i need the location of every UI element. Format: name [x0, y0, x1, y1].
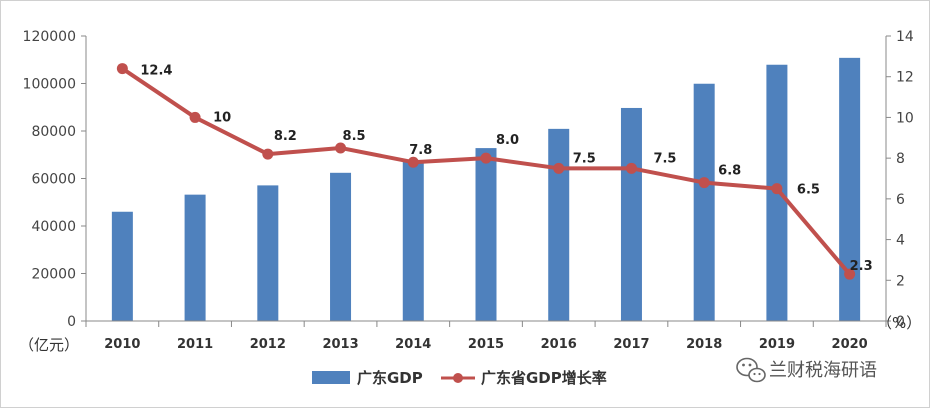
right-tick-label: 8 — [896, 151, 905, 167]
left-axis-unit: （亿元） — [19, 336, 79, 354]
bar-2013 — [330, 172, 352, 321]
x-tick-label-2014: 2014 — [395, 337, 431, 352]
bar-2017 — [620, 107, 642, 322]
x-tick-label-2016: 2016 — [541, 337, 577, 352]
right-tick-label: 6 — [896, 192, 905, 208]
legend-line-marker — [453, 373, 463, 383]
legend-bar-swatch — [312, 371, 350, 384]
data-label-2013: 8.5 — [343, 129, 366, 144]
data-label-2017: 7.5 — [653, 151, 676, 166]
right-tick-label: 0 — [896, 314, 905, 330]
x-tick-label-2018: 2018 — [686, 337, 722, 352]
right-tick-label: 2 — [896, 273, 905, 289]
x-tick-label-2015: 2015 — [468, 337, 504, 352]
data-label-2010: 12.4 — [140, 64, 172, 79]
growth-point-2013 — [335, 142, 347, 154]
growth-point-2019 — [771, 183, 783, 195]
watermark: 兰财税海研语 — [736, 357, 877, 383]
x-tick-label-2010: 2010 — [104, 337, 140, 352]
x-tick-label-2019: 2019 — [759, 337, 795, 352]
bar-2020 — [839, 57, 861, 321]
bar-2012 — [257, 185, 279, 321]
right-tick-label: 12 — [896, 70, 914, 86]
right-axis-unit: （%） — [877, 314, 921, 332]
right-tick-label: 14 — [896, 29, 914, 45]
data-label-2018: 6.8 — [718, 164, 741, 179]
data-label-2020: 2.3 — [850, 259, 873, 274]
watermark-text: 兰财税海研语 — [769, 360, 877, 381]
left-tick-label: 80000 — [31, 124, 76, 140]
wechat-icon — [736, 357, 766, 383]
x-tick-label-2011: 2011 — [177, 337, 213, 352]
data-label-2015: 8.0 — [496, 133, 519, 148]
legend-line-label: 广东省GDP增长率 — [481, 369, 607, 387]
left-tick-label: 40000 — [31, 219, 76, 235]
data-label-2011: 10 — [213, 110, 231, 125]
growth-point-2010 — [116, 63, 128, 75]
x-tick-label-2012: 2012 — [250, 337, 286, 352]
left-tick-label: 0 — [67, 314, 76, 330]
growth-point-2011 — [189, 111, 201, 123]
growth-point-2018 — [698, 177, 710, 189]
left-tick-label: 20000 — [31, 267, 76, 283]
bar-2015 — [475, 148, 497, 321]
growth-point-2014 — [407, 156, 419, 168]
bar-2011 — [184, 194, 206, 321]
legend: 广东GDP 广东省GDP增长率 — [312, 369, 607, 387]
right-tick-label: 10 — [896, 110, 914, 126]
bar-2014 — [402, 159, 424, 321]
data-label-2014: 7.8 — [409, 143, 432, 158]
left-tick-label: 60000 — [31, 172, 76, 188]
growth-point-2012 — [262, 148, 274, 160]
legend-bar-label: 广东GDP — [357, 369, 423, 387]
data-label-2019: 6.5 — [797, 183, 820, 198]
x-tick-label-2020: 2020 — [832, 337, 868, 352]
growth-point-2020 — [844, 268, 856, 280]
data-label-2016: 7.5 — [573, 151, 596, 166]
right-tick-label: 4 — [896, 233, 905, 249]
left-tick-label: 100000 — [23, 77, 76, 93]
data-label-2012: 8.2 — [274, 129, 297, 144]
bar-2018 — [693, 83, 715, 321]
x-tick-label-2013: 2013 — [322, 337, 358, 352]
bar-2010 — [111, 211, 133, 321]
x-tick-label-2017: 2017 — [613, 337, 649, 352]
growth-point-2017 — [625, 162, 637, 174]
growth-point-2016 — [553, 162, 565, 174]
growth-point-2015 — [480, 152, 492, 164]
left-tick-label: 120000 — [23, 29, 76, 45]
bar-2016 — [548, 128, 570, 321]
